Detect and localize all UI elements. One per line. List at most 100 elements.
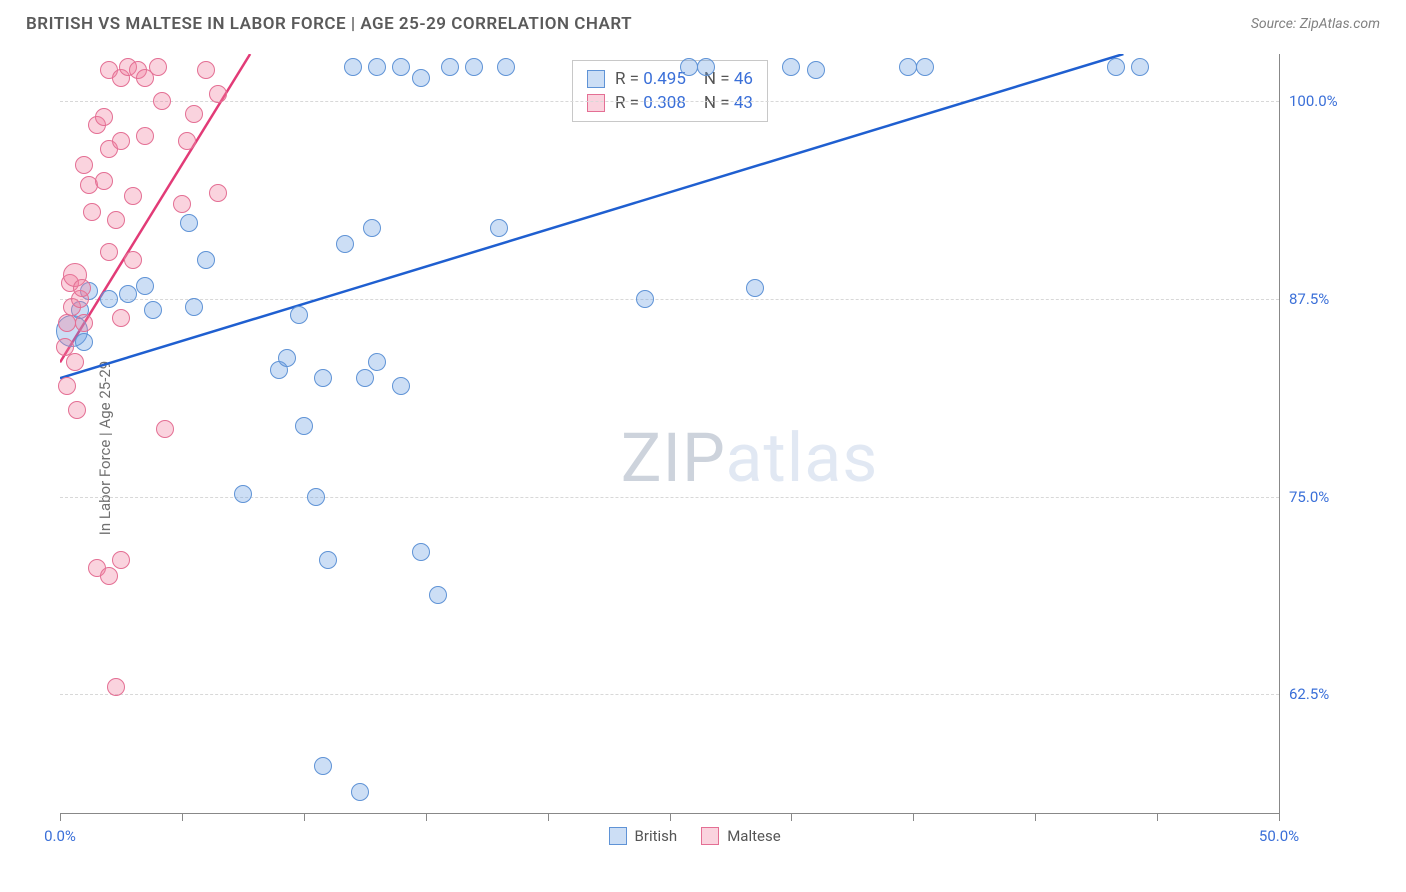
data-point	[124, 187, 142, 205]
gridline	[60, 101, 1279, 102]
data-point	[209, 85, 227, 103]
data-point	[234, 485, 252, 503]
data-point	[112, 309, 130, 327]
data-point	[112, 551, 130, 569]
data-point	[58, 314, 76, 332]
data-point	[136, 127, 154, 145]
bottom-legend: British Maltese	[609, 827, 781, 845]
data-point	[107, 211, 125, 229]
data-point	[392, 377, 410, 395]
gridline	[60, 299, 1279, 300]
data-point	[197, 61, 215, 79]
data-point	[295, 417, 313, 435]
data-point	[344, 58, 362, 76]
legend-item: Maltese	[701, 827, 780, 845]
legend-stat-row: R = 0.308N = 43	[587, 91, 753, 115]
data-point	[746, 279, 764, 297]
data-point	[95, 172, 113, 190]
data-point	[368, 353, 386, 371]
legend-stat-row: R = 0.495N = 46	[587, 67, 753, 91]
data-point	[356, 369, 374, 387]
x-tick	[60, 813, 61, 821]
data-point	[278, 349, 296, 367]
data-point	[153, 92, 171, 110]
data-point	[124, 251, 142, 269]
x-tick-label: 0.0%	[44, 827, 76, 845]
data-point	[178, 132, 196, 150]
x-tick	[791, 813, 792, 821]
data-point	[429, 586, 447, 604]
data-point	[490, 219, 508, 237]
x-tick	[1035, 813, 1036, 821]
data-point	[497, 58, 515, 76]
legend-item: British	[609, 827, 678, 845]
trend-lines	[60, 54, 1279, 813]
data-point	[1107, 58, 1125, 76]
y-tick-label: 62.5%	[1289, 685, 1359, 703]
data-point	[185, 298, 203, 316]
data-point	[119, 285, 137, 303]
data-point	[636, 290, 654, 308]
x-tick	[1279, 813, 1280, 821]
data-point	[173, 195, 191, 213]
data-point	[290, 306, 308, 324]
data-point	[68, 401, 86, 419]
data-point	[58, 377, 76, 395]
data-point	[180, 214, 198, 232]
data-point	[66, 353, 84, 371]
data-point	[100, 567, 118, 585]
x-tick	[304, 813, 305, 821]
data-point	[807, 61, 825, 79]
data-point	[465, 58, 483, 76]
data-point	[83, 203, 101, 221]
x-tick-label: 50.0%	[1259, 827, 1299, 845]
x-tick	[913, 813, 914, 821]
data-point	[336, 235, 354, 253]
data-point	[100, 243, 118, 261]
data-point	[156, 420, 174, 438]
data-point	[209, 184, 227, 202]
data-point	[412, 543, 430, 561]
data-point	[100, 290, 118, 308]
y-tick-label: 100.0%	[1289, 92, 1359, 110]
data-point	[412, 69, 430, 87]
data-point	[75, 156, 93, 174]
data-point	[107, 678, 125, 696]
data-point	[680, 58, 698, 76]
data-point	[144, 301, 162, 319]
y-tick-label: 87.5%	[1289, 290, 1359, 308]
gridline	[60, 694, 1279, 695]
x-tick	[548, 813, 549, 821]
data-point	[75, 314, 93, 332]
data-point	[112, 132, 130, 150]
x-tick	[670, 813, 671, 821]
data-point	[392, 58, 410, 76]
data-point	[136, 277, 154, 295]
chart-area: In Labor Force | Age 25-29 ZIPatlas R = …	[36, 54, 1380, 842]
data-point	[697, 58, 715, 76]
x-tick	[426, 813, 427, 821]
data-point	[307, 488, 325, 506]
plot-region: ZIPatlas R = 0.495N = 46R = 0.308N = 43 …	[60, 54, 1280, 814]
data-point	[1131, 58, 1149, 76]
data-point	[197, 251, 215, 269]
legend-stats-box: R = 0.495N = 46R = 0.308N = 43	[572, 60, 768, 122]
data-point	[185, 105, 203, 123]
data-point	[314, 757, 332, 775]
data-point	[314, 369, 332, 387]
data-point	[149, 58, 167, 76]
data-point	[782, 58, 800, 76]
data-point	[95, 108, 113, 126]
watermark: ZIPatlas	[621, 418, 879, 498]
data-point	[75, 333, 93, 351]
y-tick-label: 75.0%	[1289, 488, 1359, 506]
x-tick	[1157, 813, 1158, 821]
data-point	[351, 783, 369, 801]
x-tick	[182, 813, 183, 821]
source-label: Source: ZipAtlas.com	[1251, 16, 1380, 32]
data-point	[368, 58, 386, 76]
data-point	[363, 219, 381, 237]
data-point	[899, 58, 917, 76]
chart-title: BRITISH VS MALTESE IN LABOR FORCE | AGE …	[26, 14, 632, 34]
data-point	[916, 58, 934, 76]
